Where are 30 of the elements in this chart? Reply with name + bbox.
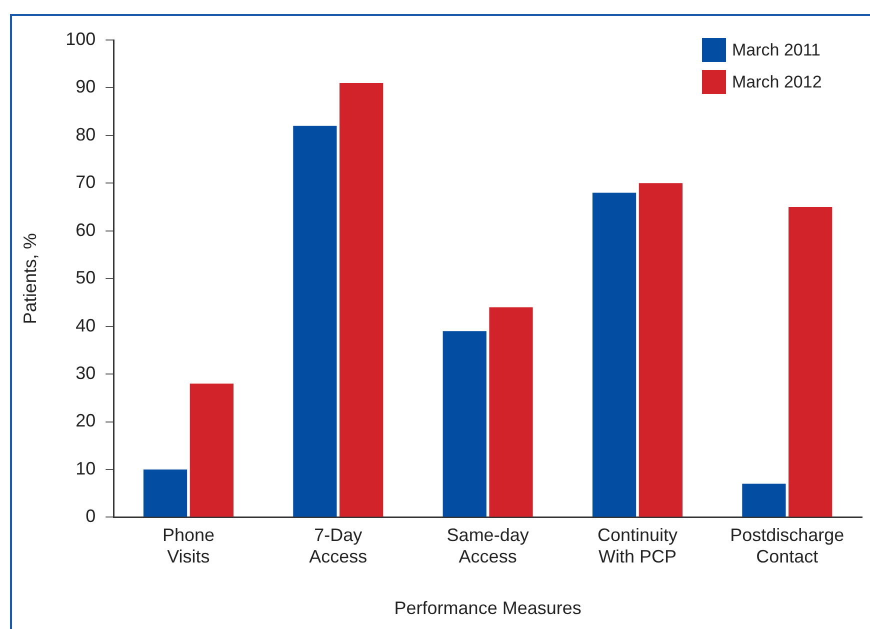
- y-tick-label: 80: [76, 124, 96, 144]
- x-axis-title: Performance Measures: [394, 598, 582, 618]
- x-tick-label: 7-Day Access: [309, 524, 368, 567]
- legend-label: March 2012: [732, 72, 822, 92]
- bar: [489, 307, 533, 517]
- bar: [442, 331, 486, 517]
- x-tick-label: Phone Visits: [162, 524, 214, 567]
- x-tick-label: Postdischarge Contact: [730, 524, 844, 567]
- x-tick-label: Same-day Access: [446, 524, 529, 567]
- y-tick-label: 30: [76, 363, 96, 384]
- bar: [788, 207, 832, 517]
- y-tick-label: 90: [76, 76, 96, 97]
- y-axis-title: Patients, %: [20, 233, 40, 324]
- y-tick-label: 10: [76, 458, 96, 478]
- y-tick-label: 50: [76, 268, 96, 288]
- bar: [638, 183, 682, 517]
- y-tick-label: 0: [86, 506, 96, 526]
- y-tick-label: 70: [76, 172, 96, 192]
- bar: [340, 82, 384, 517]
- bar: [143, 469, 188, 517]
- bar: [293, 126, 337, 517]
- y-tick-label: 60: [76, 220, 96, 240]
- x-tick-label: Continuity With PCP: [597, 524, 678, 567]
- y-tick-label: 40: [76, 315, 96, 336]
- y-tick-label: 100: [66, 28, 96, 49]
- bar: [190, 384, 234, 517]
- bar: [742, 484, 786, 517]
- legend-label: March 2011: [732, 40, 821, 60]
- bar: [592, 192, 636, 517]
- y-tick-label: 20: [76, 410, 96, 431]
